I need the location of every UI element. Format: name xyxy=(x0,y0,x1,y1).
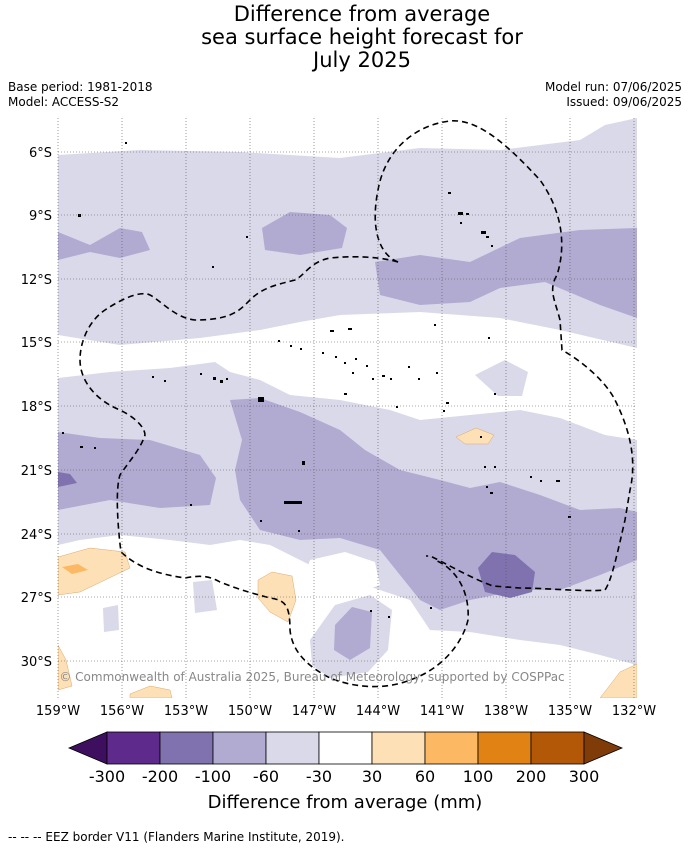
contour-neg60-west-south xyxy=(58,432,216,510)
colorbar-cell xyxy=(318,731,373,765)
lon-label: 138°W xyxy=(484,704,528,719)
colorbar-cell xyxy=(159,731,214,765)
eez-borders xyxy=(79,120,634,688)
colorbar-cell xyxy=(530,731,585,765)
lat-label: 12°S xyxy=(21,273,52,288)
lon-label: 144°W xyxy=(356,704,400,719)
contour-pos30-s-patch xyxy=(129,685,173,698)
colorbar-label: Difference from average (mm) xyxy=(207,792,483,813)
colorbar-cell xyxy=(212,731,267,765)
contour-neg30-patch-2 xyxy=(193,580,217,613)
lat-label: 30°S xyxy=(21,655,52,670)
contour-pos30-west xyxy=(58,547,131,596)
lat-label: 18°S xyxy=(21,400,52,415)
lat-label: 24°S xyxy=(21,528,52,543)
lon-label: 150°W xyxy=(228,704,272,719)
meta-right: Model run: 07/06/2025 Issued: 09/06/2025 xyxy=(545,80,682,110)
contour-neg30-patch-1 xyxy=(475,360,528,396)
lon-label: 132°W xyxy=(612,704,656,719)
map-fields xyxy=(58,118,637,698)
title-line-1: Difference from average xyxy=(233,2,491,26)
copyright-text: © Commonwealth of Australia 2025, Bureau… xyxy=(59,670,564,684)
colorbar-tick-label: 300 xyxy=(569,767,600,786)
contour-neg100-core xyxy=(478,552,535,598)
lat-label: 15°S xyxy=(21,336,52,351)
forecast-map: © Commonwealth of Australia 2025, Bureau… xyxy=(21,118,656,786)
contour-neg60-west-north xyxy=(58,228,150,260)
contour-neg60-east-north xyxy=(375,228,637,318)
contour-neg60-south-patch xyxy=(334,607,372,660)
colorbar-arrow-left xyxy=(67,731,108,765)
colorbar-tick-label: 100 xyxy=(463,767,494,786)
base-period: Base period: 1981-2018 xyxy=(8,80,153,94)
title-line-3: July 2025 xyxy=(313,48,411,72)
contour-neg60-central-south xyxy=(230,398,637,610)
lat-label: 27°S xyxy=(21,591,52,606)
contour-pos30-east xyxy=(455,427,495,445)
lat-label: 6°S xyxy=(29,146,52,161)
contour-neg100-sliver xyxy=(58,472,77,487)
colorbar-cell xyxy=(371,731,426,765)
contour-neg30-patch-3 xyxy=(103,605,119,632)
lon-label: 135°W xyxy=(548,704,592,719)
islands xyxy=(62,142,571,618)
eez-border-kiribati xyxy=(374,120,634,592)
chart-title: Difference from average sea surface heig… xyxy=(0,3,690,72)
colorbar-tick-label: -100 xyxy=(195,767,231,786)
eez-border-french-polynesia xyxy=(79,256,469,688)
colorbar-cell xyxy=(477,731,532,765)
lon-label: 153°W xyxy=(164,704,208,719)
contour-pos30-sw-corner xyxy=(58,644,73,691)
lon-label: 156°W xyxy=(100,704,144,719)
issued-date: Issued: 09/06/2025 xyxy=(566,95,682,109)
colorbar-tick-labels: -300 -200 -100 -60 -30 30 60 100 200 300 xyxy=(89,767,599,786)
contour-pos30-se-corner xyxy=(599,663,637,698)
lon-label: 141°W xyxy=(420,704,464,719)
colorbar: -300 -200 -100 -60 -30 30 60 100 200 300 xyxy=(67,731,624,786)
colorbar-tick-label: 200 xyxy=(516,767,547,786)
contour-neg60-central-north xyxy=(262,212,347,255)
colorbar-tick-label: 60 xyxy=(415,767,435,786)
lat-label: 9°S xyxy=(29,209,52,224)
colorbar-arrow-right xyxy=(583,731,624,765)
lon-label: 159°W xyxy=(36,704,80,719)
colorbar-tick-label: -300 xyxy=(89,767,125,786)
colorbar-tick-label: -60 xyxy=(253,767,279,786)
contour-white-gap xyxy=(305,552,380,595)
colorbar-cell xyxy=(106,731,161,765)
longitude-labels: 159°W 156°W 153°W 150°W 147°W 144°W 141°… xyxy=(36,704,656,719)
latitude-labels: 6°S 9°S 12°S 15°S 18°S 21°S 24°S 27°S 30… xyxy=(21,146,52,670)
colorbar-cell xyxy=(424,731,479,765)
model-name: Model: ACCESS-S2 xyxy=(8,95,120,109)
contour-pos60-west xyxy=(62,564,88,574)
lat-label: 21°S xyxy=(21,464,52,479)
lon-label: 147°W xyxy=(292,704,336,719)
colorbar-tick-label: -30 xyxy=(306,767,332,786)
title-line-2: sea surface height forecast for xyxy=(201,25,523,49)
gridlines xyxy=(57,118,637,698)
colorbar-tick-label: -200 xyxy=(142,767,178,786)
colorbar-cells xyxy=(67,731,624,765)
model-run: Model run: 07/06/2025 xyxy=(544,80,682,94)
meta-left: Base period: 1981-2018 Model: ACCESS-S2 xyxy=(8,80,153,110)
footer-legend: -- -- -- EEZ border V11 (Flanders Marine… xyxy=(8,830,345,844)
colorbar-cell xyxy=(265,731,320,765)
colorbar-tick-label: 30 xyxy=(362,767,382,786)
